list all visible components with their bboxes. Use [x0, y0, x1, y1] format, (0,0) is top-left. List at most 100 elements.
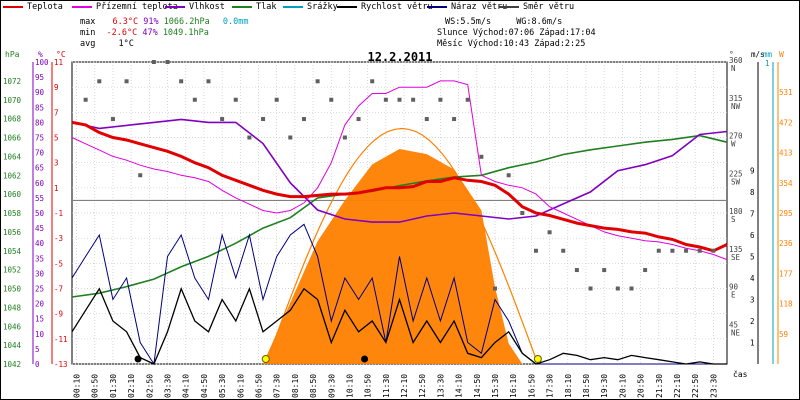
- wind-direction-point: [711, 248, 716, 253]
- tick-direction: 45: [729, 320, 738, 329]
- tick-time: 13:30: [436, 374, 445, 398]
- wind-direction-point: [233, 97, 238, 102]
- legend-item-3: Vlhkost: [165, 0, 225, 14]
- stats-max-rain: 0.0mm: [222, 17, 249, 27]
- legend-label: Teplota: [27, 2, 63, 12]
- legend-item-5: Srážky: [283, 0, 338, 14]
- wind-direction-point: [165, 60, 170, 64]
- stats-min-temp: -2.6°C: [106, 28, 138, 38]
- wind-direction-point: [697, 248, 702, 253]
- stats-avg-row: avg 1°C: [80, 39, 134, 50]
- legend-swatch: [3, 5, 23, 8]
- wind-direction-point: [588, 286, 593, 291]
- legend-swatch: [165, 5, 185, 8]
- tick-solar: 295: [779, 209, 793, 218]
- tick-hpa: 1046: [3, 322, 22, 331]
- sunset-marker: [533, 355, 542, 363]
- tick-percent: 20: [35, 300, 45, 309]
- tick-percent: 45: [35, 224, 44, 233]
- tick-direction-compass: SW: [731, 177, 741, 186]
- tick-hpa: 1052: [3, 266, 21, 275]
- stats-max-label: max: [80, 17, 96, 27]
- tick-solar: 236: [779, 239, 793, 248]
- series-line-gust: [71, 223, 727, 366]
- axis-label-direction: °: [729, 50, 734, 59]
- wind-direction-point: [656, 248, 661, 253]
- tick-solar: 59: [779, 330, 788, 339]
- series-line-temperature: [71, 120, 728, 253]
- tick-wind: 8: [750, 188, 755, 197]
- tick-solar: 472: [779, 118, 793, 127]
- wind-direction-point: [220, 117, 225, 122]
- tick-percent: 60: [35, 179, 45, 188]
- tick-celsius: 11: [54, 58, 63, 67]
- tick-hpa: 1066: [3, 134, 22, 143]
- tick-time: 00:50: [91, 374, 100, 398]
- tick-time: 14:10: [455, 374, 464, 398]
- series-line-wind: [71, 286, 727, 365]
- tick-wind: 1: [750, 339, 755, 348]
- tick-time: 04:50: [200, 374, 209, 398]
- tick-time: 19:30: [600, 374, 609, 398]
- tick-celsius: -5: [54, 259, 63, 268]
- wind-direction-point: [110, 117, 115, 122]
- tick-wind: 5: [750, 253, 755, 262]
- legend-label: Přízemní teplota: [96, 2, 178, 12]
- tick-percent: 95: [35, 73, 44, 82]
- tick-time: 10:50: [364, 374, 373, 398]
- tick-hpa: 1056: [3, 228, 22, 237]
- stats-avg-temp: 1°C: [118, 39, 134, 49]
- wind-direction-point: [138, 173, 143, 178]
- axis-label-hpa: hPa: [5, 50, 20, 59]
- tick-time: 06:50: [254, 374, 263, 398]
- moonset-marker: [134, 355, 142, 363]
- daylight-arc: [265, 127, 539, 365]
- tick-time: 10:10: [345, 374, 354, 398]
- axis-label-percent: %: [38, 50, 43, 59]
- wind-direction-point: [274, 97, 279, 102]
- tick-percent: 100: [35, 58, 49, 67]
- tick-direction-compass: W: [731, 140, 736, 149]
- wind-direction-point: [615, 286, 620, 291]
- tick-time: 17:30: [546, 374, 555, 398]
- stats-min-press: 1049.1hPa: [162, 28, 209, 38]
- tick-solar: 531: [779, 88, 793, 97]
- legend-label: Tlak: [256, 2, 277, 12]
- wind-direction-point: [465, 97, 470, 102]
- stats-min-row: min -2.6°C 47% 1049.1hPa: [80, 28, 209, 39]
- stats-ws: WS:5.5m/s: [445, 17, 492, 27]
- tick-percent: 90: [35, 88, 45, 97]
- tick-direction: 360: [729, 56, 743, 65]
- tick-time: 03:30: [164, 374, 173, 398]
- wind-direction-point: [83, 97, 88, 102]
- tick-time: 12:10: [400, 374, 409, 398]
- tick-direction-compass: E: [731, 291, 736, 300]
- tick-percent: 0: [35, 360, 40, 369]
- tick-percent: 15: [35, 315, 44, 324]
- legend-label: Vlhkost: [189, 2, 225, 12]
- legend-item-7: Náraz větru: [427, 0, 507, 14]
- tick-solar: 118: [779, 300, 793, 309]
- tick-time: 16:50: [527, 374, 536, 398]
- stats-max-temp: 6.3°C: [112, 17, 139, 27]
- tick-celsius: -3: [54, 234, 63, 243]
- wind-direction-point: [493, 286, 498, 291]
- tick-wind: 4: [750, 274, 755, 283]
- wind-direction-point: [179, 79, 184, 84]
- tick-solar: 354: [779, 179, 793, 188]
- tick-celsius: -13: [54, 360, 68, 369]
- wind-direction-point: [288, 135, 293, 140]
- legend-label: Směr větru: [523, 2, 575, 12]
- tick-percent: 75: [35, 134, 44, 143]
- legend-item-1: Teplota: [3, 0, 63, 14]
- wind-direction-point: [629, 286, 634, 291]
- wind-direction-point: [356, 117, 361, 122]
- wind-direction-point: [561, 248, 566, 253]
- tick-celsius: -11: [54, 335, 68, 344]
- tick-percent: 70: [35, 149, 45, 158]
- tick-time: 11:30: [382, 374, 391, 398]
- tick-direction: 225: [729, 169, 743, 178]
- tick-time: 04:10: [182, 374, 191, 398]
- tick-direction: 270: [729, 132, 743, 141]
- wind-direction-point: [383, 97, 388, 102]
